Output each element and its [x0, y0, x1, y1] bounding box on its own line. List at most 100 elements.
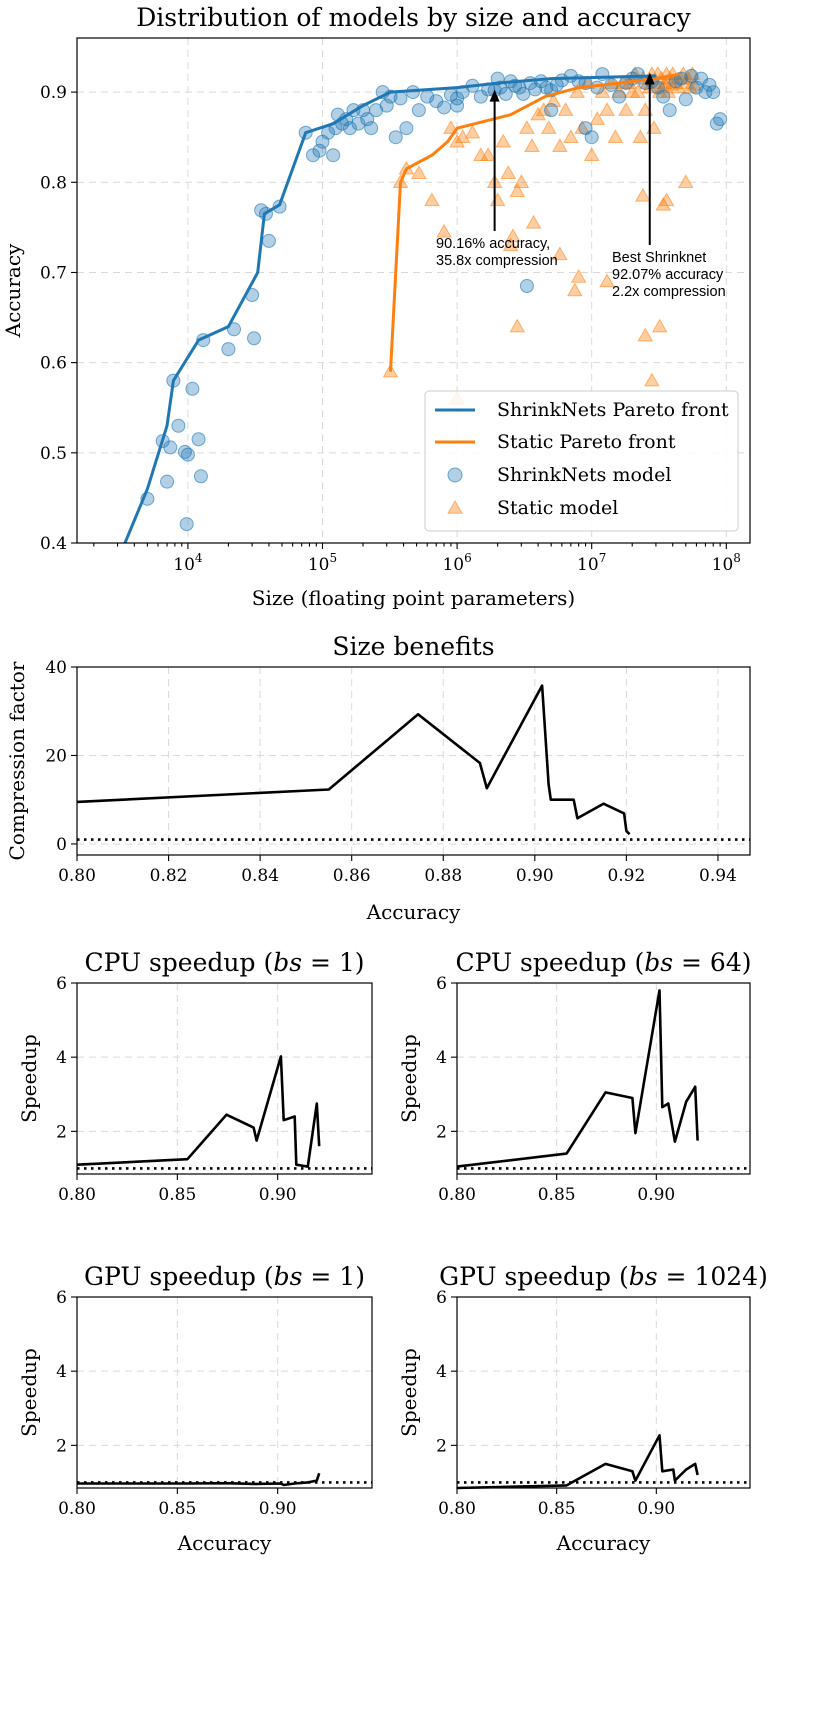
- static-model-point: [519, 120, 535, 134]
- shrinknets-model-point: [393, 91, 408, 106]
- shrinknets-model-point: [519, 278, 534, 293]
- gpu1024-frame: [456, 1296, 751, 1489]
- shrinknets-model-point: [656, 89, 671, 104]
- gpu1-ylabel: Speedup: [17, 1348, 41, 1437]
- title-prefix: GPU speedup (: [84, 1262, 274, 1291]
- shrinknets-model-point: [713, 112, 728, 127]
- gpu1-ytick-label: 2: [56, 1436, 67, 1456]
- gpu1-xtick-label: 0.85: [158, 1499, 196, 1519]
- static-model-point: [551, 138, 568, 152]
- static-model-point: [658, 192, 675, 207]
- static-model-point: [655, 196, 672, 211]
- static-model-point: [509, 183, 526, 198]
- main-ytick-label: 0.5: [40, 444, 67, 464]
- tick-base: 10: [442, 555, 464, 575]
- static-model-point: [589, 111, 606, 125]
- shrinknets-pareto-line: [123, 74, 656, 543]
- static-model-point: [677, 174, 694, 189]
- shrinknets-model-point: [411, 103, 426, 118]
- shrinknets-model-point: [326, 148, 341, 163]
- cpu64-title: CPU speedup (bs = 64): [455, 948, 751, 977]
- shrinknets-model-point: [678, 92, 693, 107]
- main-ytick-label: 0.6: [40, 354, 67, 374]
- gpu1024-ylabel: Speedup: [397, 1348, 421, 1437]
- size-title: Size benefits: [332, 632, 494, 661]
- main-ytick-label: 0.7: [40, 263, 67, 283]
- shrinknets-model-point: [360, 112, 375, 127]
- static-model-point: [502, 237, 519, 252]
- shrinknets-model-point: [662, 103, 677, 118]
- main-ytick-label: 0.4: [40, 534, 67, 554]
- gpu1-xtick-label: 0.90: [259, 1499, 297, 1519]
- shrinknets-model-point: [590, 80, 605, 95]
- shrinknets-model-point: [473, 89, 488, 104]
- shrinknets-model-point: [706, 85, 721, 100]
- size-ytick-label: 20: [45, 746, 67, 766]
- shrinknets-model-point: [312, 143, 327, 158]
- static-model-point: [570, 268, 587, 283]
- size-xtick-label: 0.92: [607, 866, 645, 886]
- shrinknets-model-point: [498, 86, 513, 101]
- static-model-point: [635, 187, 651, 202]
- static-pareto-line: [389, 72, 680, 372]
- static-model-point: [540, 120, 557, 134]
- title-prefix: CPU speedup (: [84, 948, 273, 977]
- cpu64-xtick-label: 0.80: [438, 1185, 476, 1205]
- tick-base: 10: [712, 555, 734, 575]
- shrinknets-model-point: [193, 469, 208, 484]
- tick-exponent: 7: [599, 551, 607, 565]
- legend-label: ShrinkNets Pareto front: [497, 399, 729, 421]
- gpu1024-xtick-label: 0.85: [538, 1499, 576, 1519]
- main-frame: [76, 37, 751, 544]
- cpu64-ytick-label: 6: [436, 974, 447, 994]
- shrinknets-model-point: [247, 331, 262, 346]
- static-model-point: [632, 129, 649, 143]
- static-model-point: [618, 102, 634, 116]
- title-suffix: = 1024): [658, 1262, 768, 1291]
- static-model-point: [637, 327, 654, 342]
- static-model-point: [551, 246, 568, 261]
- annotation-arrow-head: [489, 89, 500, 102]
- tick-exponent: 8: [733, 551, 741, 565]
- shrinknets-model-point: [702, 77, 717, 92]
- gpu1024-xtick-label: 0.90: [637, 1499, 675, 1519]
- static-model-point: [557, 102, 574, 116]
- size-xtick-label: 0.84: [241, 866, 279, 886]
- title-suffix: = 1): [302, 948, 365, 977]
- main-ytick-label: 0.8: [40, 173, 67, 193]
- shrinknets-model-point: [185, 381, 200, 396]
- shrinknets-model-point: [191, 432, 206, 447]
- gpu1024-xtick-label: 0.80: [438, 1499, 476, 1519]
- static-model-point: [489, 192, 506, 207]
- main-ytick-label: 0.9: [40, 83, 67, 103]
- size-ytick-label: 40: [45, 658, 67, 678]
- gpu1024-series-line: [456, 1434, 699, 1490]
- shrinknets-model-point: [261, 233, 276, 248]
- gpu1-ytick-label: 6: [56, 1288, 67, 1308]
- shrinknets-model-point: [437, 100, 452, 115]
- static-model-point: [583, 147, 600, 161]
- static-model-point: [525, 214, 542, 229]
- shrinknets-model-point: [342, 121, 357, 136]
- shrinknets-model-point: [399, 121, 414, 136]
- main-xlabel: Size (floating point parameters): [252, 586, 575, 610]
- shrinknets-model-point: [388, 130, 403, 145]
- cpu64-xtick-label: 0.90: [637, 1185, 675, 1205]
- annotation-arrow-head: [644, 72, 655, 85]
- shrinknets-model-point: [364, 121, 379, 136]
- size-xtick-label: 0.90: [516, 866, 554, 886]
- title-prefix: CPU speedup (: [455, 948, 644, 977]
- static-model-point: [480, 147, 496, 161]
- shrinknets-model-point: [544, 103, 559, 118]
- main-plot-area: [123, 66, 728, 543]
- main-xtick-label: 106: [442, 551, 471, 575]
- static-model-point: [684, 66, 701, 80]
- annotation-text: Best Shrinknet: [612, 250, 706, 266]
- main-title: Distribution of models by size and accur…: [136, 3, 691, 32]
- shrinknets-model-point: [179, 517, 194, 532]
- cpu64-ytick-label: 4: [436, 1048, 447, 1068]
- shrinknets-model-point: [160, 474, 175, 489]
- shrinknets-model-point: [180, 447, 195, 462]
- cpu1-ytick-label: 4: [56, 1048, 67, 1068]
